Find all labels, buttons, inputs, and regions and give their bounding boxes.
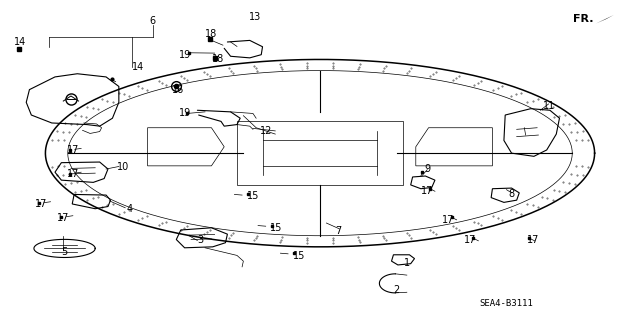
Text: 18: 18 — [205, 29, 218, 39]
Text: 5: 5 — [61, 247, 68, 256]
Text: 9: 9 — [424, 164, 430, 174]
Text: 12: 12 — [260, 126, 272, 136]
Text: 18: 18 — [212, 55, 224, 64]
Text: 17: 17 — [35, 199, 47, 209]
Text: 15: 15 — [270, 223, 283, 233]
Text: 17: 17 — [527, 235, 539, 246]
Text: 7: 7 — [335, 226, 341, 236]
Text: FR.: FR. — [573, 14, 593, 24]
Text: 13: 13 — [249, 11, 261, 22]
Text: 17: 17 — [67, 145, 79, 155]
Text: 19: 19 — [179, 50, 191, 60]
Text: 1: 1 — [404, 258, 410, 268]
Text: 15: 15 — [293, 251, 306, 261]
Text: 4: 4 — [127, 204, 132, 214]
Text: 19: 19 — [179, 108, 191, 118]
Text: 11: 11 — [543, 100, 555, 110]
Text: SEA4-B3111: SEA4-B3111 — [479, 299, 533, 308]
Polygon shape — [596, 15, 614, 24]
Text: 16: 16 — [172, 85, 184, 95]
Text: 17: 17 — [421, 186, 433, 196]
Text: 2: 2 — [394, 286, 400, 295]
Text: 6: 6 — [150, 16, 156, 26]
Text: 15: 15 — [247, 191, 259, 201]
Text: 3: 3 — [197, 235, 203, 246]
Text: 17: 17 — [442, 215, 454, 225]
Text: 17: 17 — [464, 235, 476, 246]
Text: 14: 14 — [132, 63, 144, 72]
Text: 17: 17 — [67, 169, 79, 179]
Text: 17: 17 — [57, 213, 70, 223]
Text: 10: 10 — [117, 162, 129, 173]
Text: 14: 14 — [13, 37, 26, 47]
Text: 8: 8 — [509, 189, 515, 199]
